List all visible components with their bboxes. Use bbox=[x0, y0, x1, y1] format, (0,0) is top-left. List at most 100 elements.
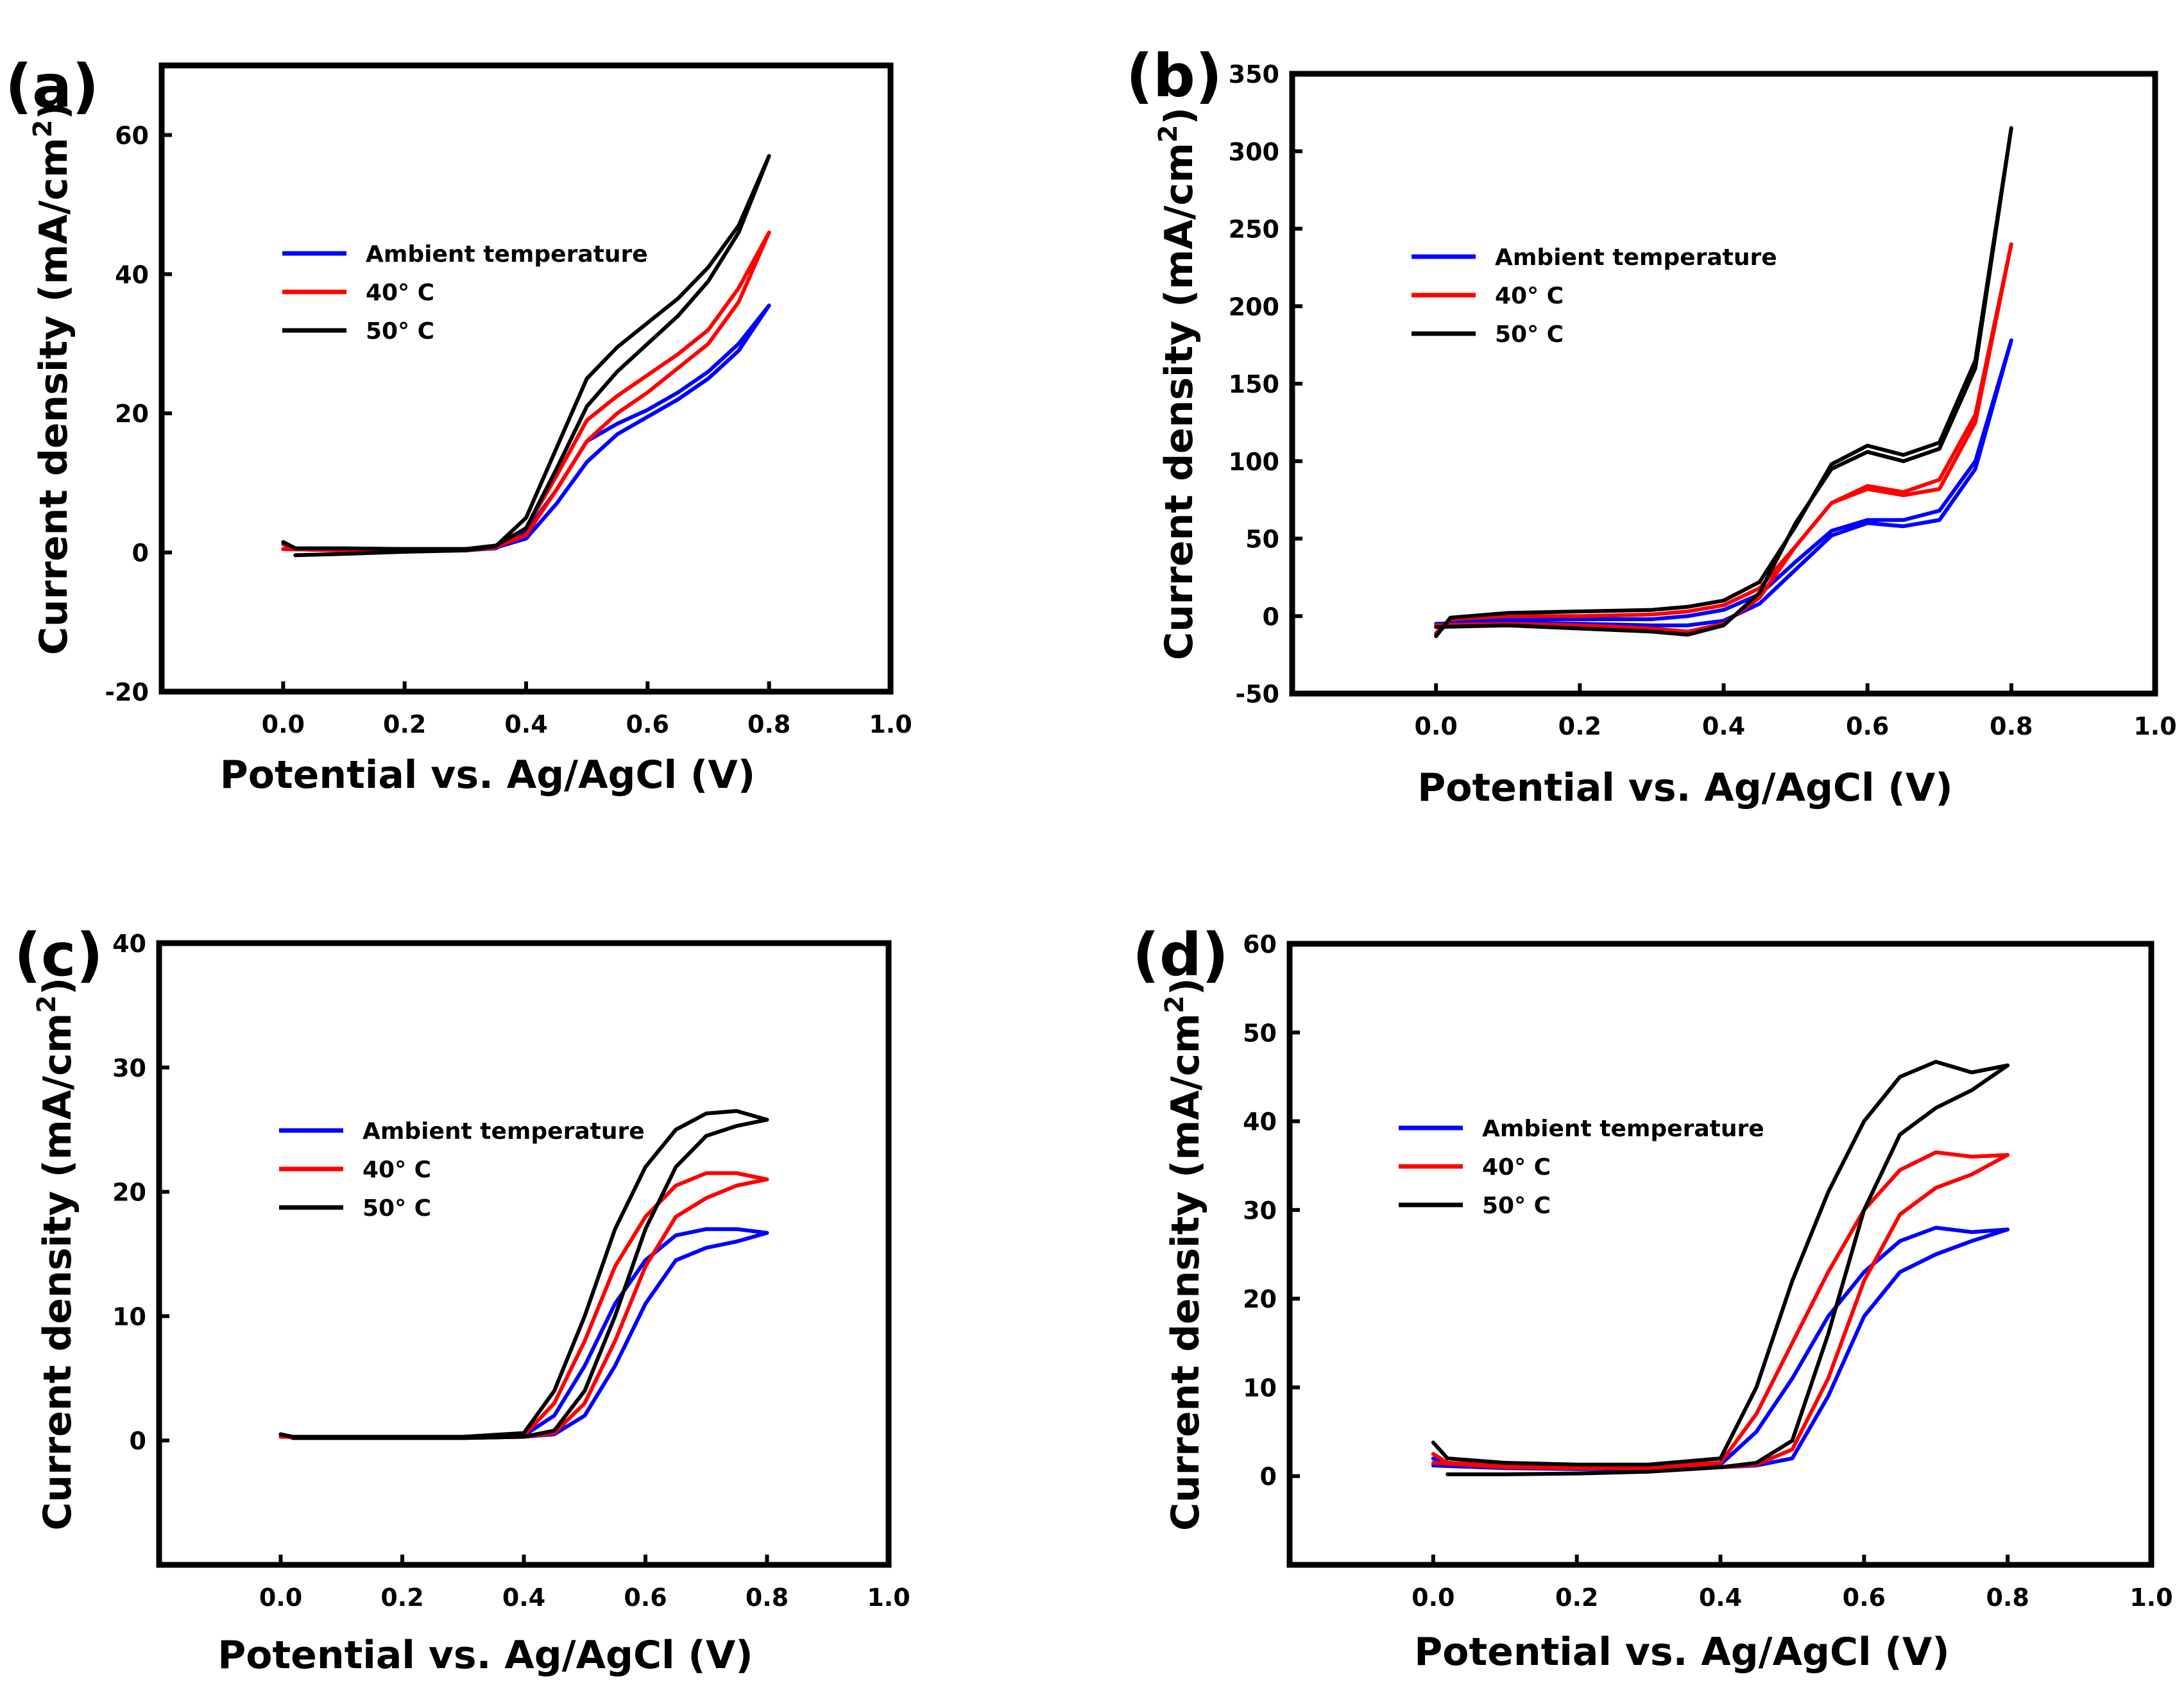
y-tick-label: 50 bbox=[1243, 1019, 1277, 1047]
y-tick-label: 10 bbox=[1243, 1374, 1277, 1402]
y-tick-label: 350 bbox=[1229, 60, 1279, 89]
y-tick-label: 20 bbox=[115, 400, 149, 428]
y-tick-label: 150 bbox=[1229, 370, 1279, 398]
legend-label: 40° C bbox=[363, 1157, 431, 1183]
chart-panel-4: (d) 0.0 0.2 0.4 0.6 0.8 1.0 0 10 20 30 40 50 60 Potent… bbox=[1132, 921, 2173, 1675]
y-tick-label: 60 bbox=[115, 121, 149, 149]
x-tick-label: 1.0 bbox=[2129, 1583, 2172, 1612]
plot-frame bbox=[1286, 941, 2154, 1568]
legend-label: Ambient temperature bbox=[1495, 244, 1777, 271]
chart-panel-2: (b) 0.0 0.2 0.4 0.6 0.8 1.0 -50 0 50 100 150 200 250 3… bbox=[1126, 42, 2177, 810]
y-tick-label: 60 bbox=[1243, 930, 1277, 959]
panel-label: (b) bbox=[1126, 42, 1222, 110]
chart-panel-1: (a) 0.0 0.2 0.4 0.6 0.8 1.0 -20 0 20 40 60 Potential… bbox=[5, 52, 912, 798]
x-tick-label: 0.0 bbox=[262, 710, 305, 738]
x-tick-label: 0.8 bbox=[1986, 1583, 2029, 1612]
y-axis-title-text: Current density (mA/cm bbox=[1163, 1013, 1208, 1531]
y-tick-label: 30 bbox=[112, 1054, 146, 1082]
y-tick-label: 200 bbox=[1229, 293, 1279, 321]
x-tick-label: 0.8 bbox=[746, 1583, 789, 1612]
x-tick-label: 0.0 bbox=[1415, 712, 1458, 740]
x-tick-label: 0.4 bbox=[502, 1583, 545, 1612]
y-tick-label: 0 bbox=[130, 1427, 146, 1455]
x-tick-label: 1.0 bbox=[2133, 712, 2176, 740]
x-tick-label: 0.2 bbox=[1558, 712, 1601, 740]
y-axis-title-close: ) bbox=[31, 102, 76, 119]
x-tick-label: 0.2 bbox=[1555, 1583, 1598, 1612]
y-tick-label: 20 bbox=[1243, 1285, 1277, 1313]
legend-label: 50° C bbox=[366, 318, 434, 345]
chart-panel-3: (c) 0.0 0.2 0.4 0.6 0.8 1.0 0 10 20 30 40 Potential … bbox=[14, 921, 910, 1678]
legend-label: Ambient temperature bbox=[1482, 1116, 1764, 1142]
x-axis-title: Potential vs. Ag/AgCl (V) bbox=[218, 1633, 753, 1678]
y-axis-title: Current density (mA/cm2) bbox=[32, 978, 80, 1531]
legend-label: 50° C bbox=[1495, 321, 1564, 348]
legend-label: 50° C bbox=[363, 1195, 431, 1222]
y-tick-label: 0 bbox=[1263, 602, 1279, 631]
x-axis-title: Potential vs. Ag/AgCl (V) bbox=[1417, 765, 1952, 810]
y-axis-title-text: Current density (mA/cm bbox=[31, 137, 76, 655]
panel-label: (a) bbox=[5, 52, 99, 121]
y-tick-label: 50 bbox=[1245, 525, 1279, 554]
y-tick-label: 20 bbox=[112, 1179, 146, 1207]
x-tick-label: 0.2 bbox=[380, 1583, 423, 1612]
y-axis-title-superscript: 2 bbox=[1154, 124, 1183, 142]
legend-label: Ambient temperature bbox=[366, 241, 648, 268]
x-tick-label: 0.6 bbox=[1843, 1583, 1886, 1612]
legend-label: 50° C bbox=[1482, 1193, 1551, 1219]
series-line-3 bbox=[1434, 126, 2013, 638]
y-tick-label: -20 bbox=[105, 678, 149, 706]
y-tick-label: 40 bbox=[115, 260, 149, 289]
x-tick-label: 0.2 bbox=[383, 710, 426, 738]
x-tick-label: 0.6 bbox=[624, 1583, 667, 1612]
y-tick-label: 30 bbox=[1243, 1197, 1277, 1225]
series-line-1 bbox=[278, 1227, 769, 1440]
x-tick-label: 1.0 bbox=[867, 1583, 910, 1612]
x-tick-label: 1.0 bbox=[869, 710, 912, 738]
x-tick-label: 0.6 bbox=[1846, 712, 1889, 740]
y-tick-label: 0 bbox=[1260, 1463, 1277, 1491]
y-axis-title-superscript: 2 bbox=[28, 119, 58, 137]
series-line-3 bbox=[281, 154, 771, 558]
y-tick-label: 300 bbox=[1229, 138, 1279, 166]
y-tick-label: 40 bbox=[1243, 1108, 1277, 1136]
legend-label: 40° C bbox=[1495, 283, 1564, 309]
x-tick-label: 0.0 bbox=[1412, 1583, 1455, 1612]
legend-label: 40° C bbox=[366, 280, 434, 306]
x-tick-label: 0.8 bbox=[1990, 712, 2033, 740]
x-tick-label: 0.0 bbox=[259, 1583, 302, 1612]
x-tick-label: 0.8 bbox=[747, 710, 790, 738]
x-tick-label: 0.6 bbox=[626, 710, 669, 738]
y-axis-title-close: ) bbox=[1157, 107, 1202, 124]
y-axis-title: Current density (mA/cm2) bbox=[28, 102, 76, 655]
plot-frame bbox=[156, 940, 892, 1568]
y-tick-label: -50 bbox=[1235, 680, 1279, 708]
y-axis-title: Current density (mA/cm2) bbox=[1154, 107, 1202, 660]
panel-label: (c) bbox=[14, 921, 103, 989]
series-line-3 bbox=[278, 1109, 769, 1440]
y-axis-title-superscript: 2 bbox=[1160, 995, 1190, 1013]
y-axis-title-close: ) bbox=[35, 978, 80, 995]
y-axis-title-close: ) bbox=[1163, 978, 1208, 995]
legend-label: 40° C bbox=[1482, 1154, 1551, 1181]
y-axis-title-superscript: 2 bbox=[32, 995, 62, 1013]
series-line-3 bbox=[1431, 1059, 2010, 1476]
panel-label: (d) bbox=[1132, 921, 1229, 989]
y-tick-label: 10 bbox=[112, 1302, 146, 1331]
legend-label: Ambient temperature bbox=[363, 1118, 645, 1145]
y-axis-title: Current density (mA/cm2) bbox=[1160, 978, 1208, 1531]
y-tick-label: 40 bbox=[112, 930, 146, 958]
x-tick-label: 0.4 bbox=[1702, 712, 1745, 740]
series-line-2 bbox=[278, 1171, 769, 1440]
plot-frame bbox=[158, 62, 894, 695]
x-tick-label: 0.4 bbox=[1699, 1583, 1742, 1612]
series-line-1 bbox=[1431, 1225, 2010, 1471]
y-axis-title-text: Current density (mA/cm bbox=[35, 1013, 80, 1531]
series-line-2 bbox=[1434, 242, 2013, 635]
x-tick-label: 0.4 bbox=[504, 710, 547, 738]
series-line-1 bbox=[1434, 338, 2013, 637]
y-tick-label: 100 bbox=[1229, 448, 1279, 476]
y-tick-label: 250 bbox=[1229, 216, 1279, 244]
y-tick-label: 0 bbox=[132, 539, 149, 567]
